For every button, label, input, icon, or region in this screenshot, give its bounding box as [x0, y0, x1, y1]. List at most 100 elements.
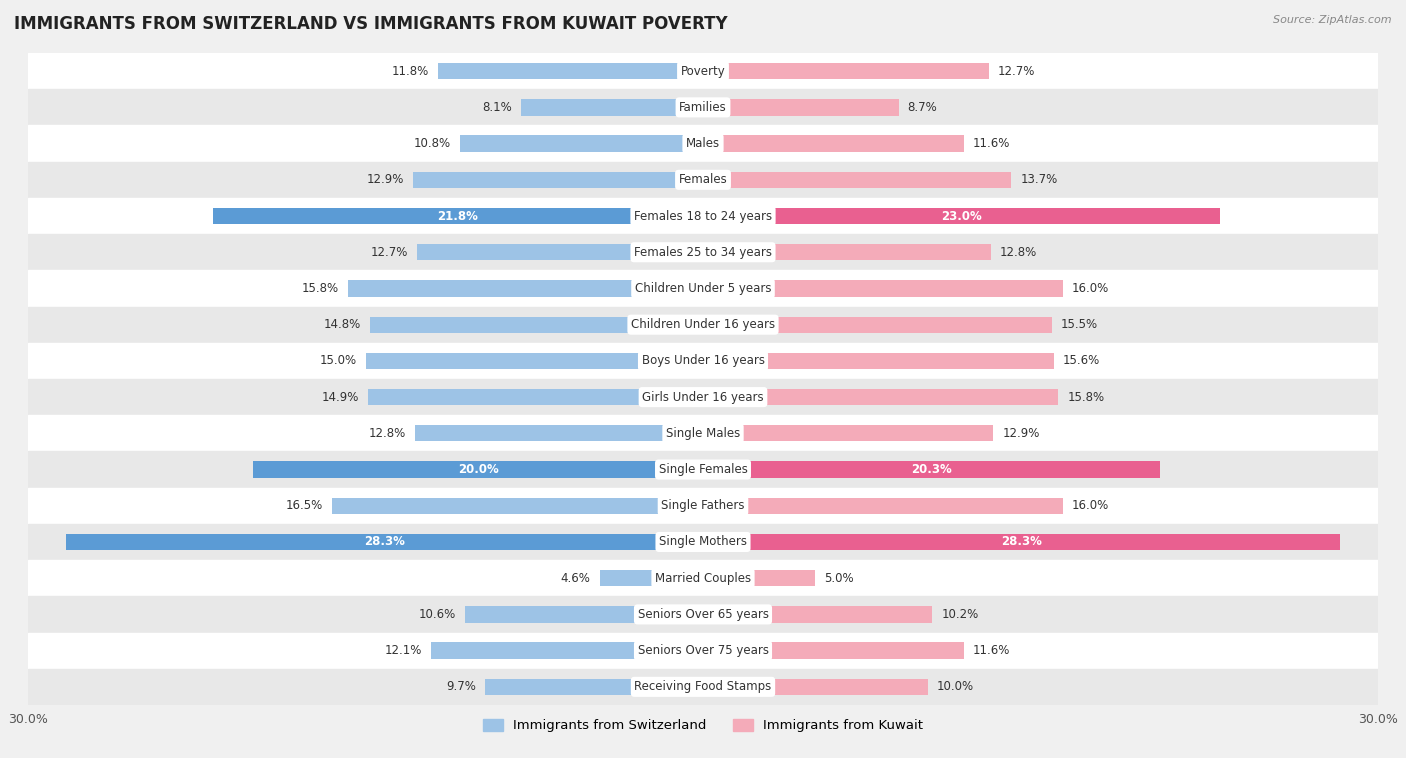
Bar	[28, 126, 1378, 161]
Bar	[703, 171, 1011, 188]
Text: Females 25 to 34 years: Females 25 to 34 years	[634, 246, 772, 258]
Bar	[28, 597, 1378, 632]
Text: 15.6%: 15.6%	[1063, 355, 1099, 368]
Text: Source: ZipAtlas.com: Source: ZipAtlas.com	[1274, 15, 1392, 25]
Bar	[28, 343, 1378, 379]
Text: 10.8%: 10.8%	[413, 137, 451, 150]
Text: 28.3%: 28.3%	[1001, 535, 1042, 549]
Bar	[437, 63, 703, 80]
Text: 28.3%: 28.3%	[364, 535, 405, 549]
Bar	[703, 678, 928, 695]
Text: Single Males: Single Males	[666, 427, 740, 440]
Text: Girls Under 16 years: Girls Under 16 years	[643, 390, 763, 403]
Text: 21.8%: 21.8%	[437, 209, 478, 223]
Text: 10.0%: 10.0%	[936, 681, 974, 694]
Text: 15.0%: 15.0%	[319, 355, 357, 368]
Bar	[28, 632, 1378, 669]
Bar	[28, 198, 1378, 234]
Text: 23.0%: 23.0%	[942, 209, 981, 223]
Text: Children Under 5 years: Children Under 5 years	[634, 282, 772, 295]
Text: 12.9%: 12.9%	[1002, 427, 1039, 440]
Bar	[253, 462, 703, 478]
Text: IMMIGRANTS FROM SWITZERLAND VS IMMIGRANTS FROM KUWAIT POVERTY: IMMIGRANTS FROM SWITZERLAND VS IMMIGRANT…	[14, 15, 728, 33]
Text: 12.1%: 12.1%	[384, 644, 422, 657]
Bar	[703, 570, 815, 587]
Text: 12.7%: 12.7%	[998, 64, 1035, 77]
Bar	[212, 208, 703, 224]
Bar	[368, 389, 703, 406]
Bar	[28, 415, 1378, 452]
Bar	[703, 497, 1063, 514]
Text: Married Couples: Married Couples	[655, 572, 751, 584]
Bar	[418, 244, 703, 261]
Text: Seniors Over 65 years: Seniors Over 65 years	[637, 608, 769, 621]
Bar	[366, 352, 703, 369]
Text: 15.8%: 15.8%	[1067, 390, 1105, 403]
Text: 11.6%: 11.6%	[973, 644, 1011, 657]
Text: 8.1%: 8.1%	[482, 101, 512, 114]
Bar	[703, 643, 965, 659]
Text: 13.7%: 13.7%	[1021, 174, 1057, 186]
Bar	[703, 280, 1063, 296]
Text: 16.0%: 16.0%	[1071, 282, 1109, 295]
Bar	[28, 487, 1378, 524]
Bar	[703, 63, 988, 80]
Text: Single Fathers: Single Fathers	[661, 500, 745, 512]
Bar	[28, 234, 1378, 271]
Bar	[28, 452, 1378, 487]
Bar	[703, 208, 1220, 224]
Text: 12.8%: 12.8%	[1000, 246, 1038, 258]
Text: 15.8%: 15.8%	[301, 282, 339, 295]
Text: 12.7%: 12.7%	[371, 246, 408, 258]
Text: Males: Males	[686, 137, 720, 150]
Text: 14.8%: 14.8%	[323, 318, 361, 331]
Bar	[703, 136, 965, 152]
Text: 16.0%: 16.0%	[1071, 500, 1109, 512]
Text: 15.5%: 15.5%	[1060, 318, 1098, 331]
Text: Receiving Food Stamps: Receiving Food Stamps	[634, 681, 772, 694]
Bar	[703, 462, 1160, 478]
Bar	[28, 161, 1378, 198]
Text: 11.8%: 11.8%	[391, 64, 429, 77]
Bar	[464, 606, 703, 622]
Text: Children Under 16 years: Children Under 16 years	[631, 318, 775, 331]
Text: Females: Females	[679, 174, 727, 186]
Bar	[28, 271, 1378, 306]
Bar	[703, 317, 1052, 333]
Text: 12.9%: 12.9%	[367, 174, 404, 186]
Text: 16.5%: 16.5%	[285, 500, 323, 512]
Text: 4.6%: 4.6%	[561, 572, 591, 584]
Text: 9.7%: 9.7%	[446, 681, 475, 694]
Text: 20.0%: 20.0%	[458, 463, 498, 476]
Bar	[485, 678, 703, 695]
Bar	[415, 425, 703, 441]
Bar	[430, 643, 703, 659]
Text: 5.0%: 5.0%	[824, 572, 853, 584]
Bar	[28, 379, 1378, 415]
Bar	[28, 524, 1378, 560]
Text: 11.6%: 11.6%	[973, 137, 1011, 150]
Bar	[703, 99, 898, 115]
Text: 14.9%: 14.9%	[322, 390, 359, 403]
Bar	[28, 89, 1378, 126]
Text: 10.6%: 10.6%	[419, 608, 456, 621]
Text: Single Females: Single Females	[658, 463, 748, 476]
Bar	[520, 99, 703, 115]
Bar	[28, 560, 1378, 597]
Bar	[703, 352, 1054, 369]
Bar	[66, 534, 703, 550]
Bar	[703, 534, 1340, 550]
Bar	[413, 171, 703, 188]
Bar	[703, 425, 993, 441]
Text: Families: Families	[679, 101, 727, 114]
Bar	[332, 497, 703, 514]
Bar	[703, 389, 1059, 406]
Text: Females 18 to 24 years: Females 18 to 24 years	[634, 209, 772, 223]
Text: Poverty: Poverty	[681, 64, 725, 77]
Bar	[28, 306, 1378, 343]
Bar	[28, 669, 1378, 705]
Bar	[347, 280, 703, 296]
Bar	[703, 244, 991, 261]
Text: Boys Under 16 years: Boys Under 16 years	[641, 355, 765, 368]
Text: 10.2%: 10.2%	[942, 608, 979, 621]
